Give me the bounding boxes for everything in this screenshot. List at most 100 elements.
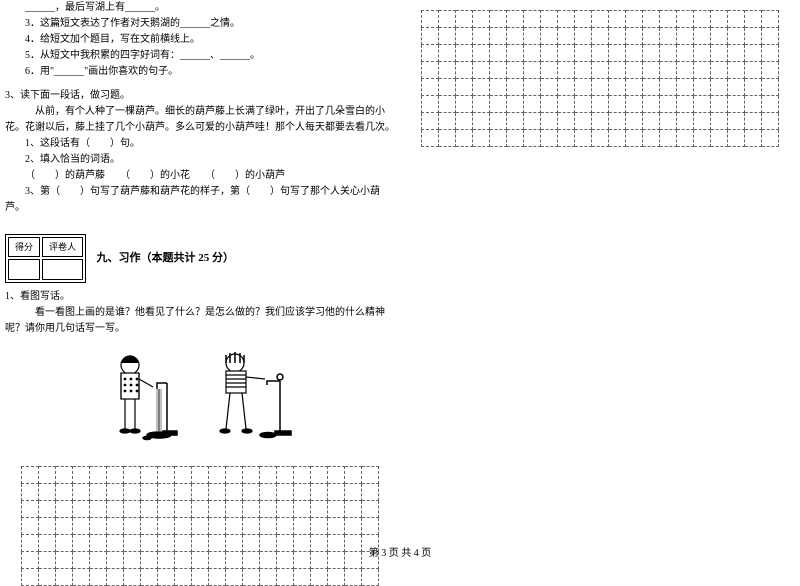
grid-cell [643, 130, 660, 147]
grid-cell [328, 500, 345, 517]
grid-cell [541, 62, 558, 79]
grid-cell [507, 62, 524, 79]
grid-cell [473, 79, 490, 96]
grid-cell [456, 96, 473, 113]
grid-cell [541, 11, 558, 28]
grid-cell [728, 11, 745, 28]
grid-cell [745, 79, 762, 96]
grid-cell [524, 11, 541, 28]
grid-cell [558, 79, 575, 96]
grid-cell [609, 130, 626, 147]
grid-cell [192, 466, 209, 483]
grid-cell [243, 483, 260, 500]
grid-cell [541, 28, 558, 45]
grid-cell [456, 79, 473, 96]
grid-cell [728, 130, 745, 147]
grid-cell [694, 62, 711, 79]
grid-cell [711, 11, 728, 28]
grid-cell [158, 466, 175, 483]
grid-cell [558, 96, 575, 113]
grid-cell [660, 45, 677, 62]
grid-cell [422, 28, 439, 45]
score-row: 得分 评卷人 九、习作（本题共计 25 分） [5, 234, 395, 283]
grid-cell [711, 28, 728, 45]
grid-cell [711, 96, 728, 113]
grid-cell [22, 483, 39, 500]
grid-cell [609, 11, 626, 28]
grid-cell [677, 113, 694, 130]
grid-cell [677, 62, 694, 79]
grid-cell [422, 11, 439, 28]
grid-cell [626, 62, 643, 79]
grid-cell [694, 130, 711, 147]
q3-title: 3、读下面一段话，做习题。 [5, 88, 395, 104]
grid-cell [762, 45, 779, 62]
grid-cell [175, 483, 192, 500]
grid-cell [141, 500, 158, 517]
grid-cell [643, 62, 660, 79]
grid-cell [73, 568, 90, 585]
grid-cell [575, 28, 592, 45]
grid-cell [345, 483, 362, 500]
grid-cell [677, 28, 694, 45]
grid-cell [422, 113, 439, 130]
score-blank1 [8, 259, 40, 279]
grid-cell [345, 500, 362, 517]
grid-cell [56, 466, 73, 483]
grid-cell [473, 28, 490, 45]
grid-cell [626, 79, 643, 96]
prev-line-0: ______，最后写湖上有______。 [5, 0, 395, 16]
grid-cell [592, 28, 609, 45]
grid-cell [745, 28, 762, 45]
score-table: 得分 评卷人 [5, 234, 86, 283]
q3-sub2a: （ ）的葫芦藤 （ ）的小花 （ ）的小葫芦 [5, 168, 395, 184]
q3-sub1: 1、这段话有（ ）句。 [5, 136, 395, 152]
grid-cell [660, 62, 677, 79]
grid-cell [345, 466, 362, 483]
grid-cell [677, 11, 694, 28]
grid-cell [243, 466, 260, 483]
grid-cell [524, 79, 541, 96]
grid-cell [762, 130, 779, 147]
grid-cell [626, 113, 643, 130]
grid-cell [745, 113, 762, 130]
grid-cell [728, 96, 745, 113]
grid-cell [745, 11, 762, 28]
grid-cell [762, 62, 779, 79]
grid-cell [575, 113, 592, 130]
grid-cell [524, 45, 541, 62]
grid-cell [643, 45, 660, 62]
grid-cell [277, 483, 294, 500]
grid-cell [107, 517, 124, 534]
grid-cell [609, 96, 626, 113]
grid-cell [243, 500, 260, 517]
grid-cell [439, 11, 456, 28]
grid-cell [745, 45, 762, 62]
grid-cell [226, 568, 243, 585]
grid-cell [473, 45, 490, 62]
grid-cell [107, 568, 124, 585]
grid-cell [328, 466, 345, 483]
score-blank2 [42, 259, 83, 279]
answer-grid-left [21, 466, 379, 586]
grid-cell [124, 517, 141, 534]
grid-cell [56, 500, 73, 517]
grid-cell [456, 130, 473, 147]
grid-cell [22, 517, 39, 534]
grid-cell [175, 568, 192, 585]
grid-cell [507, 11, 524, 28]
grid-cell [39, 466, 56, 483]
grid-cell [762, 11, 779, 28]
grid-cell [507, 96, 524, 113]
grid-cell [473, 113, 490, 130]
grid-cell [558, 113, 575, 130]
grid-cell [141, 568, 158, 585]
grid-cell [158, 500, 175, 517]
grid-cell [592, 62, 609, 79]
grid-cell [243, 517, 260, 534]
grid-cell [558, 62, 575, 79]
grid-cell [90, 466, 107, 483]
grid-cell [728, 62, 745, 79]
grid-cell [362, 568, 379, 585]
grid-cell [694, 11, 711, 28]
